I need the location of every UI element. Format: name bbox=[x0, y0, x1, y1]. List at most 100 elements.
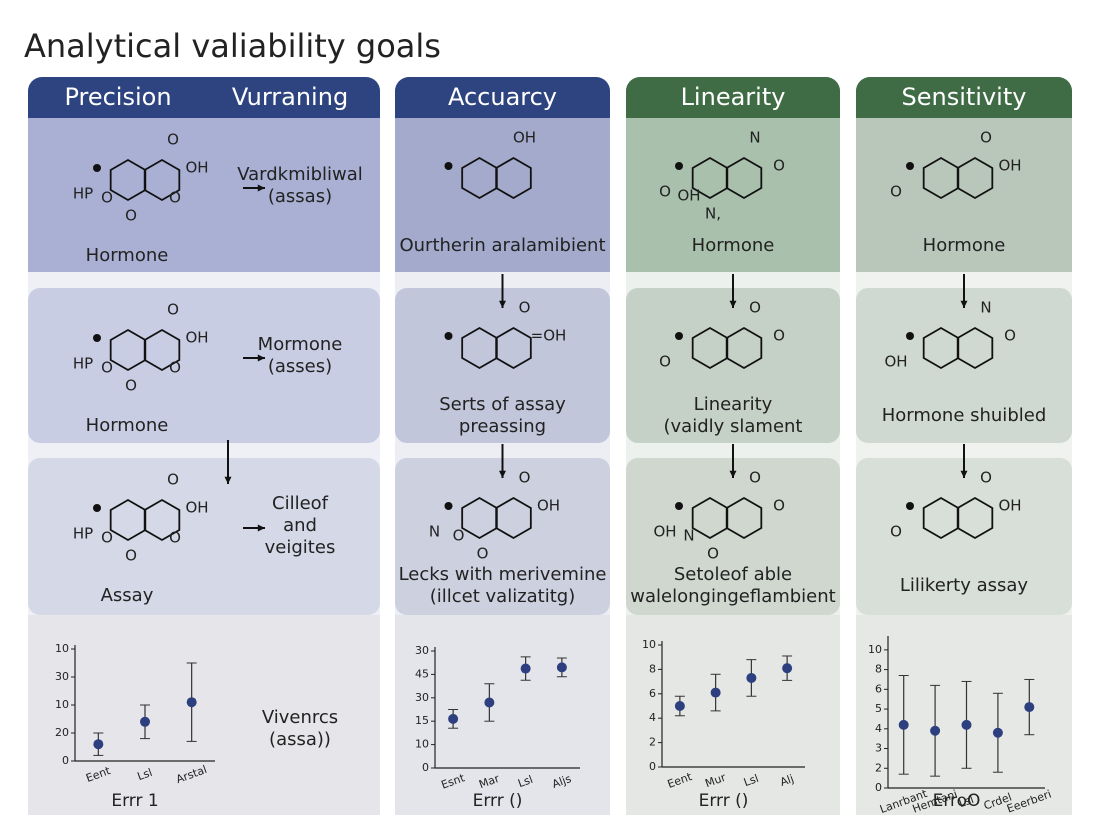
atom-label: HP bbox=[73, 355, 93, 373]
molecule-ring bbox=[956, 156, 994, 200]
atom-label: HP bbox=[73, 525, 93, 543]
y-tick-label: 2 bbox=[875, 761, 882, 774]
x-tick-label: Lsl bbox=[516, 773, 534, 790]
column-header bbox=[395, 77, 610, 118]
atom-label: O bbox=[101, 189, 113, 207]
cell-text: Hormone bbox=[86, 415, 169, 436]
atom-label: OH bbox=[185, 329, 208, 347]
cell-text: (illcet valizatitg) bbox=[430, 586, 576, 607]
x-axis-label: Errr () bbox=[699, 791, 749, 811]
cell-text: Hormone bbox=[692, 235, 775, 256]
atom-label: O bbox=[169, 359, 181, 377]
molecule-ring bbox=[495, 156, 532, 200]
y-tick-label: 30 bbox=[415, 691, 429, 704]
cell bbox=[28, 118, 380, 272]
atom-label: O bbox=[125, 377, 137, 395]
atom-label: O bbox=[659, 353, 671, 371]
point bbox=[1024, 702, 1035, 713]
point bbox=[186, 697, 197, 708]
arrow-head bbox=[960, 300, 968, 308]
arrow-head bbox=[224, 476, 232, 484]
atom-label: O bbox=[125, 207, 137, 225]
atom-label: OH bbox=[998, 497, 1021, 515]
atom-dot bbox=[675, 332, 683, 340]
atom-label: N, bbox=[705, 205, 721, 223]
y-tick-label: 15 bbox=[415, 714, 429, 727]
cell-text: Mormone bbox=[258, 334, 343, 355]
atom-label: O bbox=[749, 299, 761, 317]
x-axis-label: Errr 1 bbox=[111, 791, 158, 811]
cell-text: Cilleof bbox=[272, 493, 329, 514]
y-tick-label: 6 bbox=[875, 682, 882, 695]
atom-label: OH bbox=[185, 499, 208, 517]
y-tick-label: 3 bbox=[875, 742, 882, 755]
molecule-ring bbox=[143, 158, 181, 202]
arrow-head bbox=[499, 470, 506, 478]
cell-text: (assas) bbox=[268, 186, 332, 207]
point bbox=[710, 687, 721, 698]
x-axis-label: ErroO bbox=[933, 791, 981, 811]
cell-text: Lecks with merivemine bbox=[399, 564, 607, 585]
atom-label: HP bbox=[73, 185, 93, 203]
atom-label: O bbox=[101, 359, 113, 377]
atom-label: O bbox=[477, 545, 489, 563]
x-axis-label: Errr () bbox=[473, 791, 523, 811]
cell bbox=[395, 458, 610, 615]
cell-text: Hormone shuibled bbox=[882, 405, 1047, 426]
y-tick-label: 20 bbox=[55, 726, 69, 739]
atom-dot bbox=[93, 504, 101, 512]
cell-text: Assay bbox=[101, 585, 154, 606]
cell bbox=[28, 615, 380, 815]
cell bbox=[395, 118, 610, 272]
atom-dot bbox=[675, 162, 683, 170]
atom-label: =OH bbox=[531, 327, 567, 345]
column-header bbox=[856, 77, 1072, 118]
atom-dot bbox=[444, 502, 453, 510]
cell-text: (vaidly slament bbox=[664, 416, 803, 437]
y-tick-label: 10 bbox=[415, 738, 429, 751]
atom-label: O bbox=[519, 299, 531, 317]
molecule-ring bbox=[725, 496, 763, 540]
cell bbox=[626, 118, 840, 272]
point bbox=[674, 701, 685, 711]
cell bbox=[856, 118, 1072, 272]
y-tick-label: 5 bbox=[875, 702, 882, 715]
atom-label: OH bbox=[998, 157, 1021, 175]
atom-dot bbox=[906, 502, 914, 510]
y-tick-label: 10 bbox=[868, 643, 882, 656]
cell-text: Hormone bbox=[923, 235, 1006, 256]
cell bbox=[395, 288, 610, 443]
y-tick-label: 2 bbox=[649, 736, 656, 749]
cell-text: Setoleof able bbox=[674, 564, 792, 585]
arrow-head bbox=[960, 470, 968, 478]
arrow-head bbox=[499, 300, 506, 308]
cell-text: Hormone bbox=[86, 245, 169, 266]
atom-dot bbox=[444, 162, 453, 170]
atom-label: O bbox=[169, 189, 181, 207]
cell bbox=[626, 288, 840, 443]
point bbox=[140, 716, 150, 727]
y-tick-label: 8 bbox=[875, 663, 882, 676]
column-header-text: Sensitivity bbox=[902, 83, 1027, 111]
cell-text: (assa)) bbox=[269, 729, 331, 750]
atom-label: N bbox=[980, 299, 991, 317]
atom-label: OH bbox=[884, 353, 907, 371]
cell bbox=[856, 458, 1072, 615]
cell bbox=[28, 458, 380, 615]
cell-text: preassing bbox=[459, 416, 546, 437]
atom-dot bbox=[906, 162, 914, 170]
arrow-head bbox=[257, 524, 265, 532]
column-header-text: Vurraning bbox=[232, 83, 348, 111]
atom-label: O bbox=[659, 183, 671, 201]
arrow-head bbox=[729, 300, 737, 308]
point bbox=[782, 663, 793, 674]
molecule-ring bbox=[495, 496, 532, 540]
atom-label: O bbox=[980, 129, 992, 147]
atom-label: O bbox=[707, 545, 719, 563]
point bbox=[992, 727, 1003, 738]
cell-text: walelongingeflambient bbox=[630, 586, 835, 607]
y-tick-label: 10 bbox=[55, 698, 69, 711]
column-header-text: Accuarcy bbox=[448, 83, 557, 111]
y-tick-label: 0 bbox=[422, 761, 429, 774]
cell bbox=[856, 615, 1072, 815]
